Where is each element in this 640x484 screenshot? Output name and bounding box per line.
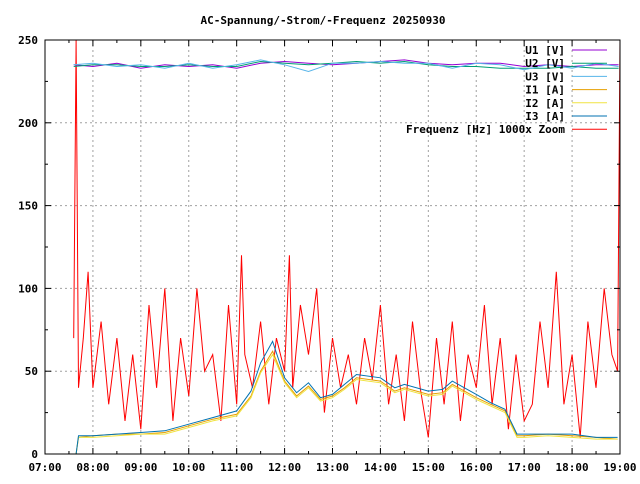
legend-label: Frequenz [Hz] 1000x Zoom bbox=[406, 123, 565, 136]
series-line-0 bbox=[73, 59, 619, 69]
chart-title: AC-Spannung/-Strom/-Frequenz 20250930 bbox=[200, 14, 445, 27]
series-line-2 bbox=[73, 59, 619, 73]
x-tick-label: 11:00 bbox=[220, 461, 253, 474]
x-tick-label: 16:00 bbox=[460, 461, 493, 474]
legend: U1 [V]U2 [V]U3 [V]I1 [A]I2 [A]I3 [A]Freq… bbox=[406, 44, 607, 136]
series-line-3 bbox=[75, 350, 618, 455]
legend-label: I1 [A] bbox=[525, 84, 565, 97]
series-line-4 bbox=[75, 353, 618, 455]
legend-label: U2 [V] bbox=[525, 57, 565, 70]
x-tick-label: 09:00 bbox=[124, 461, 157, 474]
x-tick-label: 13:00 bbox=[316, 461, 349, 474]
axis-ticks: 07:00 08:00 09:00 10:00 11:00 12:00 13:00 14:00… bbox=[18, 34, 636, 474]
legend-label: I3 [A] bbox=[525, 110, 565, 123]
legend-label: I2 [A] bbox=[525, 97, 565, 110]
x-tick-label: 15:00 bbox=[412, 461, 445, 474]
x-tick-label: 18:00 bbox=[556, 461, 589, 474]
x-tick-label: 17:00 bbox=[508, 461, 541, 474]
series-line-1 bbox=[73, 60, 619, 69]
x-tick-label: 08:00 bbox=[76, 461, 109, 474]
legend-label: U3 [V] bbox=[525, 70, 565, 83]
x-tick-label: 19:00 bbox=[603, 461, 636, 474]
y-tick-label: 50 bbox=[25, 365, 38, 378]
y-tick-label: 150 bbox=[18, 200, 38, 213]
x-tick-label: 12:00 bbox=[268, 461, 301, 474]
x-tick-label: 07:00 bbox=[28, 461, 61, 474]
y-tick-label: 200 bbox=[18, 117, 38, 130]
x-tick-label: 14:00 bbox=[364, 461, 397, 474]
series-line-6 bbox=[73, 39, 621, 438]
grid bbox=[45, 40, 620, 454]
legend-label: U1 [V] bbox=[525, 44, 565, 57]
x-tick-label: 10:00 bbox=[172, 461, 205, 474]
y-tick-label: 100 bbox=[18, 282, 38, 295]
y-tick-label: 0 bbox=[31, 448, 38, 461]
series-line-5 bbox=[75, 340, 618, 455]
y-tick-label: 250 bbox=[18, 34, 38, 47]
series-group bbox=[73, 39, 621, 455]
